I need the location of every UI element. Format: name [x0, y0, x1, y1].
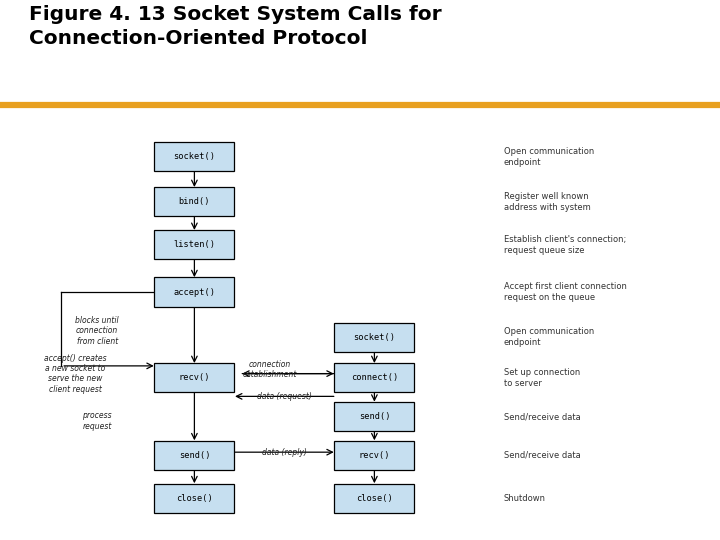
- Text: Open communication
endpoint: Open communication endpoint: [504, 327, 594, 347]
- FancyBboxPatch shape: [155, 483, 235, 512]
- FancyBboxPatch shape: [155, 363, 235, 393]
- FancyBboxPatch shape: [334, 402, 415, 431]
- Text: Set up connection
to server: Set up connection to server: [504, 368, 580, 388]
- Text: send(): send(): [179, 451, 210, 460]
- Text: close(): close(): [176, 494, 213, 503]
- FancyBboxPatch shape: [155, 142, 235, 171]
- Text: blocks until
connection
from client: blocks until connection from client: [76, 316, 119, 346]
- FancyBboxPatch shape: [334, 363, 415, 393]
- Text: Figure 4. 13 Socket System Calls for
Connection-Oriented Protocol: Figure 4. 13 Socket System Calls for Con…: [29, 5, 441, 48]
- Text: recv(): recv(): [179, 373, 210, 382]
- Text: Send/receive data: Send/receive data: [504, 412, 581, 421]
- Text: Send/receive data: Send/receive data: [504, 451, 581, 460]
- FancyBboxPatch shape: [334, 483, 415, 512]
- Text: bind(): bind(): [179, 198, 210, 206]
- Text: accept(): accept(): [174, 287, 215, 296]
- FancyBboxPatch shape: [155, 187, 235, 217]
- FancyBboxPatch shape: [334, 441, 415, 470]
- Text: Shutdown: Shutdown: [504, 494, 546, 503]
- Text: Register well known
address with system: Register well known address with system: [504, 192, 590, 212]
- Text: data (reply): data (reply): [262, 448, 307, 457]
- Text: listen(): listen(): [174, 240, 215, 249]
- Text: socket(): socket(): [354, 333, 395, 342]
- Text: recv(): recv(): [359, 451, 390, 460]
- Text: Open communication
endpoint: Open communication endpoint: [504, 147, 594, 166]
- Text: Accept first client connection
request on the queue: Accept first client connection request o…: [504, 282, 627, 302]
- FancyBboxPatch shape: [155, 278, 235, 307]
- FancyBboxPatch shape: [155, 230, 235, 259]
- Text: process
request: process request: [82, 411, 112, 430]
- Text: connection
establishment: connection establishment: [243, 360, 297, 379]
- Text: close(): close(): [356, 494, 393, 503]
- Text: connect(): connect(): [351, 373, 398, 382]
- Text: send(): send(): [359, 412, 390, 421]
- Text: socket(): socket(): [174, 152, 215, 161]
- FancyBboxPatch shape: [155, 441, 235, 470]
- FancyBboxPatch shape: [0, 0, 720, 105]
- Text: Establish client's connection;
request queue size: Establish client's connection; request q…: [504, 235, 626, 254]
- Text: accept() creates
a new socket to
serve the new
client request: accept() creates a new socket to serve t…: [45, 354, 107, 394]
- FancyBboxPatch shape: [334, 322, 415, 352]
- Text: data (request): data (request): [257, 392, 312, 401]
